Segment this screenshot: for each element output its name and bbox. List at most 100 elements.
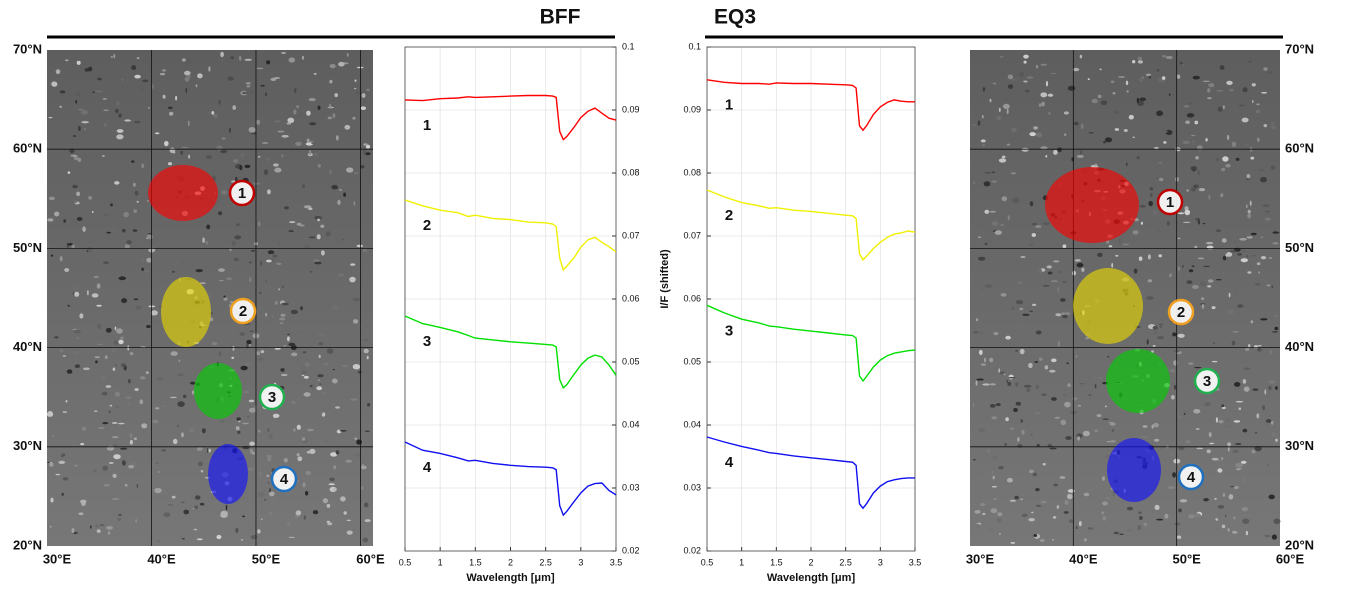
- rock: [240, 152, 245, 158]
- rock: [272, 413, 280, 418]
- rock: [1051, 539, 1054, 541]
- rock: [1122, 243, 1130, 246]
- rock: [1222, 255, 1227, 261]
- rock: [314, 152, 319, 157]
- rock: [1217, 468, 1223, 473]
- rock: [1270, 432, 1276, 437]
- rock: [1233, 485, 1239, 490]
- rock: [1270, 165, 1276, 170]
- rock: [1211, 457, 1219, 461]
- rock: [181, 538, 185, 540]
- rock: [996, 517, 1003, 524]
- rock: [62, 477, 69, 481]
- rock: [283, 533, 291, 537]
- y-tick-label: 0.09: [683, 104, 701, 114]
- rock: [1256, 103, 1260, 106]
- rock: [306, 428, 315, 432]
- rock: [354, 79, 357, 82]
- rock: [318, 354, 321, 359]
- region-label: 4: [280, 471, 289, 488]
- rock: [1054, 416, 1061, 419]
- rock: [134, 74, 141, 79]
- region-label: 2: [1177, 304, 1185, 321]
- rock: [362, 537, 369, 543]
- rock: [113, 67, 116, 71]
- rock: [139, 54, 147, 57]
- rock: [316, 234, 321, 240]
- rock: [131, 160, 135, 163]
- rock: [178, 359, 181, 362]
- rock: [286, 122, 292, 125]
- rock: [133, 209, 138, 214]
- rock: [216, 534, 222, 540]
- rock: [300, 365, 307, 371]
- rock: [1243, 386, 1250, 392]
- rock: [1235, 157, 1240, 161]
- rock: [1042, 222, 1050, 225]
- rock: [1206, 449, 1211, 454]
- rock: [234, 235, 242, 240]
- rock: [151, 84, 154, 89]
- rock: [337, 199, 341, 206]
- rock: [219, 59, 225, 61]
- rock: [326, 348, 334, 354]
- rock: [257, 170, 261, 175]
- rock: [1033, 126, 1038, 130]
- rock: [331, 185, 339, 190]
- rock: [110, 56, 114, 58]
- rock: [248, 127, 256, 133]
- rock: [1261, 91, 1268, 94]
- rock: [1190, 166, 1198, 171]
- rock: [281, 374, 288, 376]
- rock: [82, 226, 86, 232]
- rock: [1212, 342, 1215, 344]
- rock: [1126, 90, 1129, 93]
- rock: [1047, 271, 1053, 275]
- rock: [1097, 94, 1102, 99]
- rock: [229, 127, 231, 133]
- rock: [352, 116, 356, 120]
- plot-frame: [404, 46, 617, 552]
- rock: [1023, 384, 1032, 388]
- rock: [154, 487, 162, 494]
- rock: [1208, 194, 1211, 200]
- rock: [311, 385, 315, 391]
- rock: [1243, 367, 1251, 370]
- rock: [1194, 120, 1199, 125]
- rock: [977, 120, 981, 126]
- rock: [975, 318, 979, 322]
- rock: [1222, 493, 1225, 497]
- rock: [338, 273, 344, 277]
- rock: [124, 119, 131, 122]
- rock: [132, 182, 136, 187]
- rock: [244, 58, 252, 61]
- rock: [1248, 60, 1252, 63]
- rock: [345, 459, 352, 463]
- rock: [1158, 177, 1164, 182]
- rock: [324, 437, 331, 443]
- rock: [303, 205, 312, 209]
- rock: [303, 515, 306, 520]
- region-label: 2: [239, 303, 247, 320]
- rock: [996, 115, 1002, 121]
- rock: [1195, 156, 1199, 160]
- region-badge: [1177, 463, 1205, 491]
- rock: [219, 419, 225, 423]
- rock: [319, 383, 322, 386]
- rock: [103, 122, 108, 128]
- y-tick-label: 20°N: [1285, 537, 1314, 552]
- y-tick-label: 0.02: [622, 545, 640, 555]
- y-tick-label: 0.08: [622, 167, 640, 177]
- rock: [102, 422, 109, 425]
- rock: [1196, 447, 1204, 450]
- rock: [136, 200, 139, 203]
- rock: [155, 407, 160, 410]
- y-tick-label: 30°N: [1285, 438, 1314, 453]
- rock: [1119, 533, 1124, 535]
- rock: [78, 125, 81, 132]
- rock: [312, 510, 319, 515]
- series-label: 3: [725, 322, 733, 339]
- rock: [1087, 78, 1090, 81]
- rock: [223, 297, 228, 301]
- rock: [327, 116, 332, 120]
